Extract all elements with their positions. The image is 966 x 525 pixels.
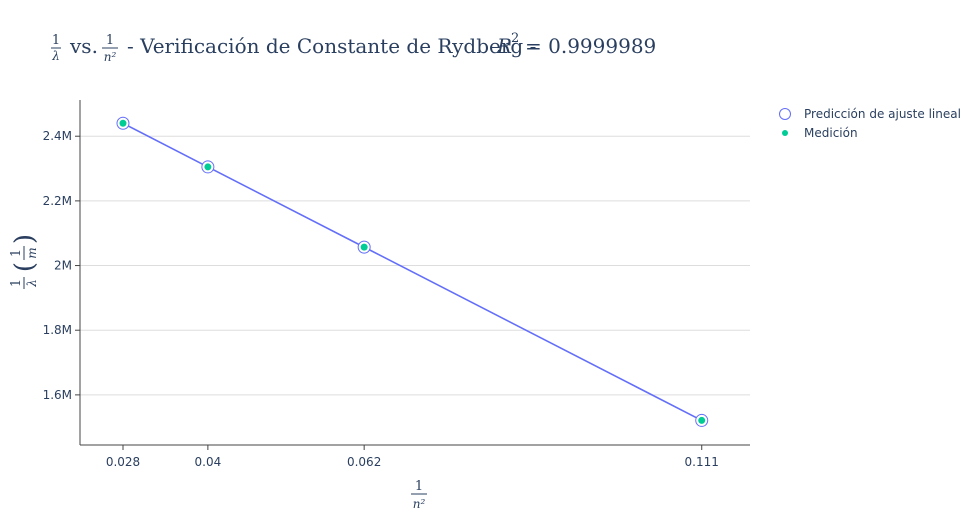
legend-label-prediccion: Predicción de ajuste lineal bbox=[804, 107, 961, 121]
legend: Predicción de ajuste lineal Medición bbox=[779, 107, 961, 140]
measurement-point[interactable] bbox=[360, 243, 368, 251]
legend-marker-filled-circle bbox=[782, 130, 788, 136]
legend-item-prediccion[interactable]: Predicción de ajuste lineal bbox=[779, 107, 961, 121]
y-tick-label: 2M bbox=[54, 259, 72, 273]
series-layer bbox=[116, 116, 709, 427]
title-main: - Verificación de Constante de Rydberg - bbox=[127, 34, 536, 58]
x-tick-label: 0.04 bbox=[195, 455, 222, 469]
y-axis-ticks: 1.6M 1.8M 2M 2.2M 2.4M bbox=[43, 129, 80, 402]
measurement-point[interactable] bbox=[698, 416, 706, 424]
title-vs: vs. bbox=[69, 34, 98, 58]
y-tick-label: 1.6M bbox=[43, 388, 72, 402]
legend-label-medicion: Medición bbox=[804, 126, 858, 140]
legend-marker-open-circle bbox=[779, 108, 791, 120]
ylabel-paren-close: ) bbox=[10, 234, 40, 244]
y-axis-label: 1 λ ( 1 m ) bbox=[9, 234, 40, 289]
ylabel-unit-den: m bbox=[25, 247, 39, 258]
ylabel-num: 1 bbox=[9, 279, 24, 287]
title-frac1-den: λ bbox=[51, 49, 60, 63]
y-tick-label: 2.2M bbox=[43, 194, 72, 208]
ylabel-paren-open: ( bbox=[10, 262, 40, 272]
ylabel-unit-num: 1 bbox=[9, 249, 24, 257]
ylabel-den: λ bbox=[25, 279, 39, 288]
xlabel-den: n² bbox=[413, 497, 426, 511]
x-tick-label: 0.028 bbox=[106, 455, 140, 469]
xlabel-num: 1 bbox=[415, 479, 423, 494]
legend-item-medicion[interactable]: Medición bbox=[782, 126, 858, 140]
fit-line bbox=[122, 122, 703, 422]
x-tick-label: 0.111 bbox=[685, 455, 719, 469]
title-r2-symbol: R bbox=[496, 34, 512, 58]
title-r2-exp: 2 bbox=[511, 31, 519, 46]
chart-title: 1 λ vs. 1 n² - Verificación de Constante… bbox=[51, 31, 656, 64]
y-tick-label: 2.4M bbox=[43, 129, 72, 143]
title-frac1-num: 1 bbox=[52, 33, 60, 48]
y-tick-label: 1.8M bbox=[43, 323, 72, 337]
measurement-point[interactable] bbox=[119, 119, 127, 127]
x-axis-ticks: 0.028 0.04 0.062 0.111 bbox=[106, 445, 719, 469]
x-axis-label: 1 n² bbox=[411, 479, 427, 511]
y-gridlines bbox=[80, 135, 750, 396]
x-tick-label: 0.062 bbox=[347, 455, 381, 469]
title-frac2-den: n² bbox=[104, 50, 117, 64]
measurement-point[interactable] bbox=[204, 163, 212, 171]
title-r2-value: = 0.9999989 bbox=[525, 34, 656, 58]
title-frac2-num: 1 bbox=[106, 33, 114, 48]
